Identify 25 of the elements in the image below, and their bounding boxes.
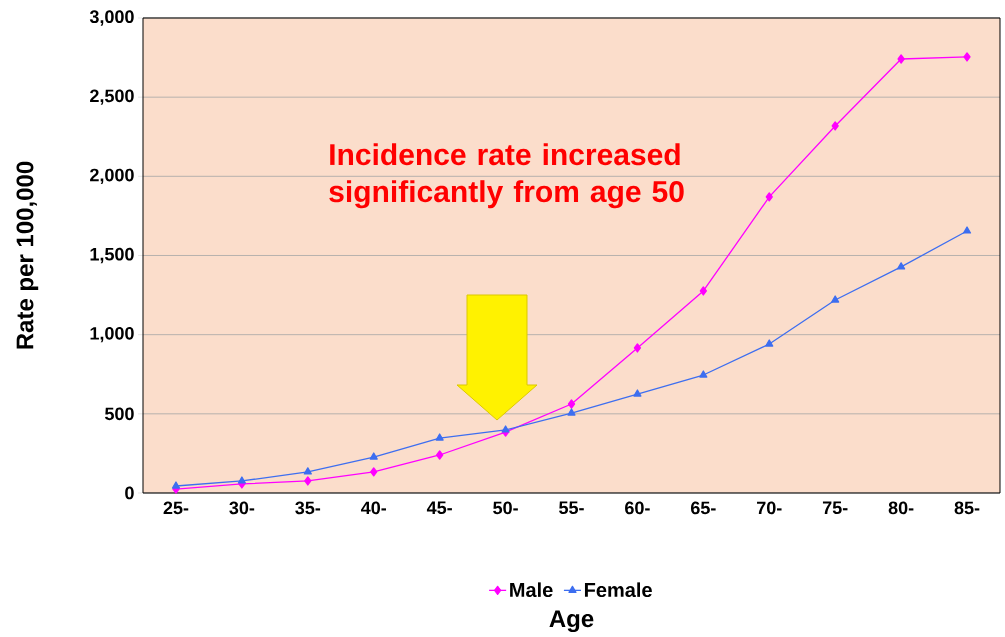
legend-label: Female bbox=[584, 582, 652, 598]
x-tick-label: 85- bbox=[954, 501, 980, 515]
x-tick-label: 35- bbox=[295, 501, 321, 515]
y-tick-label: 2,500 bbox=[90, 89, 134, 105]
y-tick-label: 3,000 bbox=[89, 10, 134, 26]
annotation: Incidence rate increased significantly from age 50 bbox=[329, 143, 684, 209]
y-tick-label: 500 bbox=[104, 407, 134, 421]
y-tick-label: 0 bbox=[125, 486, 134, 500]
y-tick-label: 1,500 bbox=[90, 247, 134, 264]
x-tick-label: 80- bbox=[888, 501, 914, 515]
x-tick-label: 50- bbox=[493, 501, 518, 515]
x-axis-title: Age bbox=[549, 610, 594, 633]
x-tick-label: 65- bbox=[691, 501, 716, 515]
x-tick-label: 55- bbox=[559, 501, 584, 515]
x-tick-label: 40- bbox=[360, 501, 387, 515]
x-tick-label: 30- bbox=[229, 501, 255, 515]
x-tick-label: 60- bbox=[625, 501, 650, 515]
y-axis-title: Rate per 100,000 bbox=[16, 161, 39, 349]
legend-label: Male bbox=[510, 582, 553, 598]
y-tick-label: 2,000 bbox=[90, 168, 134, 185]
x-tick-label: 45- bbox=[426, 501, 452, 515]
x-tick-label: 25- bbox=[163, 501, 189, 515]
x-tick-label: 70- bbox=[757, 501, 782, 515]
x-tick-label: 75- bbox=[822, 501, 848, 515]
y-tick-label: 1,000 bbox=[90, 326, 134, 343]
